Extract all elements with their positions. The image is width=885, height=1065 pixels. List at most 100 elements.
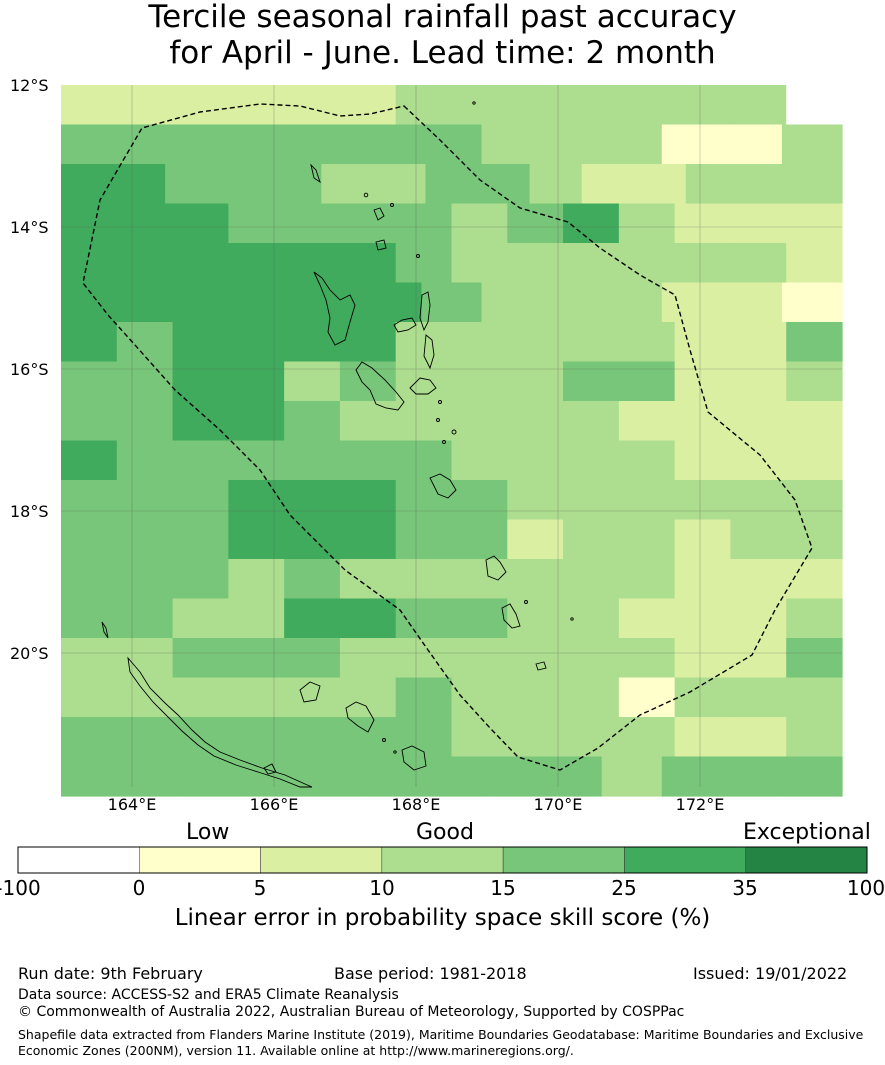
grid-cell (507, 203, 564, 244)
lat-label-18s: 18°S (10, 502, 49, 521)
grid-cell (395, 598, 453, 639)
colorbar-tick: 100 (846, 876, 885, 900)
grid-cell (116, 440, 174, 481)
grid-cell (786, 203, 843, 244)
grid-cell (618, 203, 676, 244)
grid-cell (674, 638, 732, 679)
grid-cell (661, 282, 723, 323)
grid-cell (730, 85, 787, 126)
grid-cell (618, 243, 676, 284)
lat-label-16s: 16°S (10, 360, 49, 379)
grid-cell (361, 124, 423, 165)
grid-cell (451, 677, 508, 718)
grid-cell (339, 480, 397, 521)
skill-score-grid (61, 85, 843, 797)
grid-cell (563, 85, 620, 126)
grid-cell (116, 401, 174, 442)
grid-cell (786, 401, 843, 442)
colorbar-segment (624, 846, 746, 874)
grid-cell (61, 401, 118, 442)
colorbar-tick: 15 (490, 876, 516, 900)
grid-cell (674, 717, 732, 758)
grid-cell (228, 243, 285, 284)
shapefile-credit-line-1: Shapefile data extracted from Flanders M… (18, 1027, 864, 1042)
grid-cell (339, 559, 397, 600)
grid-cell (451, 85, 508, 126)
colorbar-segment (17, 846, 140, 874)
grid-cell (339, 519, 397, 560)
grid-cell (721, 282, 783, 323)
grid-cell (217, 164, 270, 205)
grid-cell (228, 401, 285, 442)
lon-label-172e: 172°E (675, 795, 725, 814)
grid-cell (451, 243, 508, 284)
grid-cell (284, 401, 341, 442)
grid-cell (61, 440, 118, 481)
map-title-line-1: Tercile seasonal rainfall past accuracy (148, 0, 737, 35)
grid-cell (730, 440, 787, 481)
grid-cell (507, 677, 564, 718)
grid-cell (507, 85, 564, 126)
grid-cell (541, 756, 603, 797)
colorbar-segment (139, 846, 261, 874)
grid-cell (730, 243, 787, 284)
grid-cell (339, 598, 397, 639)
grid-cell (730, 717, 787, 758)
grid-cell (563, 677, 620, 718)
grid-cell (601, 282, 663, 323)
grid-cell (121, 756, 182, 797)
grid-cell (284, 519, 341, 560)
grid-cell (339, 638, 397, 679)
grid-cell (781, 124, 843, 165)
grid-cell (284, 677, 341, 718)
grid-cell (563, 717, 620, 758)
grid-cell (786, 717, 843, 758)
grid-cell (633, 164, 687, 205)
grid-cell (685, 164, 739, 205)
grid-cell (507, 361, 564, 402)
grid-cell (395, 440, 453, 481)
grid-cell (563, 559, 620, 600)
grid-cell (116, 717, 174, 758)
grid-cell (321, 164, 374, 205)
grid-cell (395, 519, 453, 560)
shapefile-credit-line-2: Economic Zones (200NM), version 11. Avai… (18, 1043, 574, 1058)
grid-cell (395, 480, 453, 521)
grid-cell (116, 519, 174, 560)
grid-cell (121, 282, 182, 323)
grid-cell (674, 480, 732, 521)
grid-cell (361, 282, 423, 323)
grid-cell (116, 559, 174, 600)
grid-cell (61, 677, 118, 718)
grid-cell (228, 559, 285, 600)
grid-cell (730, 559, 787, 600)
grid-cell (674, 243, 732, 284)
grid-cell (395, 203, 453, 244)
grid-cell (116, 638, 174, 679)
grid-cell (228, 598, 285, 639)
grid-cell (284, 203, 341, 244)
grid-cell (421, 124, 483, 165)
grid-cell (563, 243, 620, 284)
grid-cell (228, 203, 285, 244)
grid-cell (421, 756, 483, 797)
issued-date: Issued: 19/01/2022 (693, 964, 848, 983)
colorbar-segment (745, 846, 868, 874)
grid-cell (786, 598, 843, 639)
colorbar-tick: 25 (611, 876, 637, 900)
grid-cell (581, 164, 635, 205)
grid-cell (172, 559, 229, 600)
grid-cell (786, 677, 843, 718)
grid-cell (451, 361, 508, 402)
grid-cell (781, 282, 843, 323)
grid-cell (61, 361, 118, 402)
grid-cell (61, 243, 118, 284)
grid-cell (674, 440, 732, 481)
base-period: Base period: 1981-2018 (334, 964, 527, 983)
grid-cell (339, 85, 397, 126)
grid-cell (786, 440, 843, 481)
grid-cell (284, 717, 341, 758)
grid-cell (451, 638, 508, 679)
lon-label-166e: 166°E (249, 795, 299, 814)
grid-cell (116, 85, 174, 126)
